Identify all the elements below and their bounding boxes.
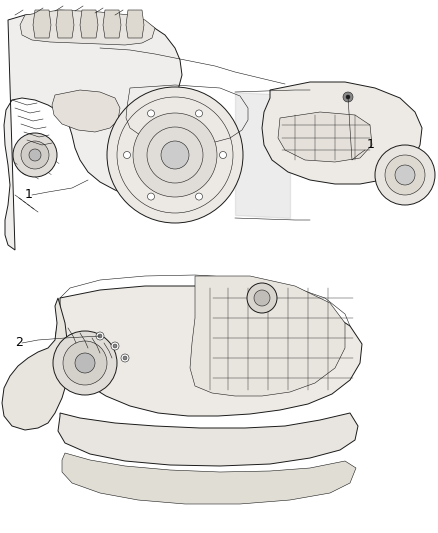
Text: 1: 1 <box>25 188 33 201</box>
Circle shape <box>254 290 270 306</box>
Polygon shape <box>56 10 74 38</box>
Circle shape <box>21 141 49 169</box>
Circle shape <box>148 110 155 117</box>
Circle shape <box>133 113 217 197</box>
Polygon shape <box>20 10 155 45</box>
Circle shape <box>107 87 243 223</box>
Text: 2: 2 <box>15 336 23 349</box>
Circle shape <box>63 341 107 385</box>
Circle shape <box>395 165 415 185</box>
Polygon shape <box>4 12 190 250</box>
Polygon shape <box>52 90 120 132</box>
Circle shape <box>113 344 117 348</box>
Polygon shape <box>103 10 121 38</box>
Circle shape <box>124 151 131 158</box>
Circle shape <box>111 342 119 350</box>
Polygon shape <box>33 10 51 38</box>
Circle shape <box>123 356 127 360</box>
Circle shape <box>219 151 226 158</box>
Circle shape <box>195 110 202 117</box>
Circle shape <box>13 133 57 177</box>
Circle shape <box>29 149 41 161</box>
Circle shape <box>98 334 102 338</box>
Circle shape <box>75 353 95 373</box>
Polygon shape <box>62 453 356 504</box>
Circle shape <box>346 95 350 99</box>
Circle shape <box>96 332 104 340</box>
Circle shape <box>121 354 129 362</box>
Circle shape <box>247 283 277 313</box>
Circle shape <box>53 331 117 395</box>
Circle shape <box>148 193 155 200</box>
Circle shape <box>385 155 425 195</box>
Polygon shape <box>190 276 345 396</box>
Circle shape <box>375 145 435 205</box>
Polygon shape <box>126 10 144 38</box>
Polygon shape <box>262 82 422 184</box>
Polygon shape <box>2 298 68 430</box>
Circle shape <box>161 141 189 169</box>
Polygon shape <box>58 413 358 466</box>
Polygon shape <box>278 112 372 162</box>
Polygon shape <box>80 10 98 38</box>
Circle shape <box>195 193 202 200</box>
Text: 1: 1 <box>367 138 375 151</box>
Circle shape <box>343 92 353 102</box>
Polygon shape <box>56 286 362 416</box>
